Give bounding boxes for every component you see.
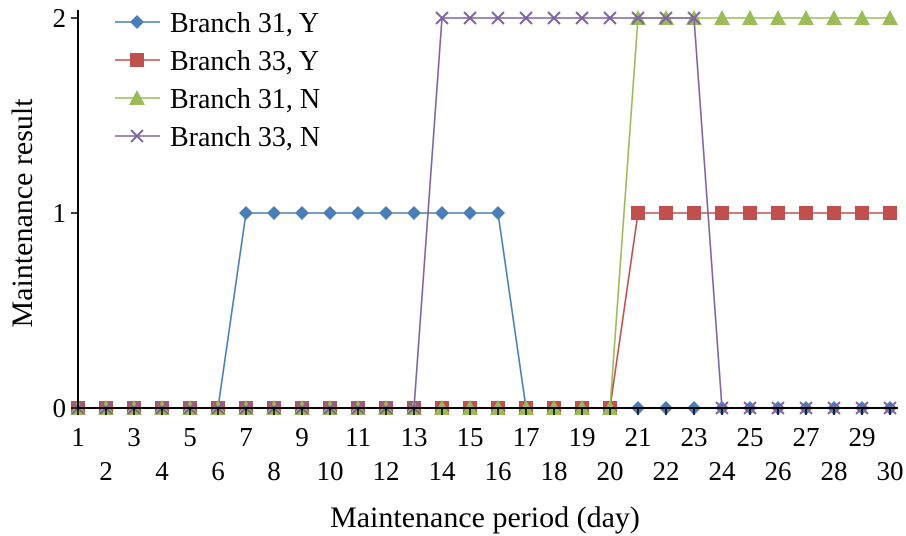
legend-marker	[130, 53, 144, 67]
data-point	[435, 11, 449, 25]
legend-item: Branch 31, Y	[115, 8, 319, 39]
data-point	[603, 11, 617, 25]
x-tick-label: 28	[821, 456, 848, 486]
x-tick-label: 5	[183, 422, 197, 452]
data-point	[771, 206, 785, 220]
x-tick-label: 11	[345, 422, 371, 452]
series-line	[78, 212, 890, 409]
legend-label: Branch 31, N	[170, 84, 320, 115]
data-point	[351, 206, 365, 220]
x-tick-label: 15	[457, 422, 484, 452]
legend-item: Branch 31, N	[115, 84, 320, 115]
data-point	[463, 11, 477, 25]
legend-item: Branch 33, Y	[115, 46, 319, 77]
x-tick-label: 30	[877, 456, 904, 486]
x-tick-label: 6	[211, 456, 225, 486]
legend-label: Branch 31, Y	[170, 8, 319, 39]
data-point	[435, 206, 449, 220]
x-tick-label: 10	[317, 456, 344, 486]
data-point	[742, 10, 758, 25]
series-line	[78, 212, 890, 409]
data-point	[826, 10, 842, 25]
data-point	[770, 10, 786, 25]
x-tick-label: 25	[737, 422, 764, 452]
legend-marker	[129, 90, 145, 105]
x-tick-label: 21	[625, 422, 652, 452]
data-point	[659, 206, 673, 220]
y-tick-label: 2	[53, 3, 67, 33]
data-point	[575, 11, 589, 25]
x-tick-label: 17	[513, 422, 540, 452]
data-point	[295, 206, 309, 220]
data-point	[267, 206, 281, 220]
x-tick-label: 20	[597, 456, 624, 486]
x-tick-label: 26	[765, 456, 792, 486]
x-tick-label: 23	[681, 422, 708, 452]
x-tick-label: 19	[569, 422, 596, 452]
legend-marker	[130, 15, 144, 29]
data-point	[491, 206, 505, 220]
data-point	[854, 10, 870, 25]
data-point	[799, 206, 813, 220]
x-tick-label: 3	[127, 422, 141, 452]
data-point	[883, 206, 897, 220]
legend-label: Branch 33, Y	[170, 46, 319, 77]
x-tick-label: 9	[295, 422, 309, 452]
data-point	[827, 206, 841, 220]
data-point	[687, 11, 701, 25]
x-tick-label: 8	[267, 456, 281, 486]
data-point	[463, 206, 477, 220]
y-tick-label: 1	[53, 198, 67, 228]
x-tick-label: 13	[401, 422, 428, 452]
data-point	[798, 10, 814, 25]
x-tick-label: 7	[239, 422, 253, 452]
x-tick-label: 14	[429, 456, 457, 486]
data-point	[323, 206, 337, 220]
series-2	[71, 206, 897, 415]
x-tick-label: 4	[155, 456, 169, 486]
data-point	[855, 206, 869, 220]
data-point	[239, 206, 253, 220]
x-tick-label: 18	[541, 456, 568, 486]
data-point	[715, 206, 729, 220]
x-tick-label: 24	[709, 456, 737, 486]
data-point	[882, 10, 898, 25]
data-point	[743, 206, 757, 220]
y-axis-title: Maintenance result	[6, 98, 39, 328]
data-point	[714, 10, 730, 25]
x-tick-label: 22	[653, 456, 680, 486]
data-point	[407, 206, 421, 220]
x-tick-label: 29	[849, 422, 876, 452]
data-point	[519, 11, 533, 25]
x-axis-title: Maintenance period (day)	[330, 501, 640, 534]
data-point	[491, 11, 505, 25]
legend: Branch 31, Y Branch 33, Y Branch 31, N Bran…	[115, 8, 320, 153]
data-point	[659, 11, 673, 25]
x-tick-label: 12	[373, 456, 400, 486]
series-1	[71, 206, 897, 415]
legend-marker	[130, 129, 144, 143]
data-point	[379, 206, 393, 220]
data-point	[687, 206, 701, 220]
axes: 0121234567891011121314151617181920212223…	[53, 3, 904, 486]
x-tick-label: 27	[793, 422, 820, 452]
legend-label: Branch 33, N	[170, 122, 320, 153]
x-tick-label: 2	[99, 456, 113, 486]
data-point	[547, 11, 561, 25]
y-tick-label: 0	[53, 393, 67, 423]
data-point	[631, 206, 645, 220]
data-point	[631, 11, 645, 25]
legend-item: Branch 33, N	[115, 122, 320, 153]
x-tick-label: 1	[71, 422, 85, 452]
x-tick-label: 16	[485, 456, 512, 486]
